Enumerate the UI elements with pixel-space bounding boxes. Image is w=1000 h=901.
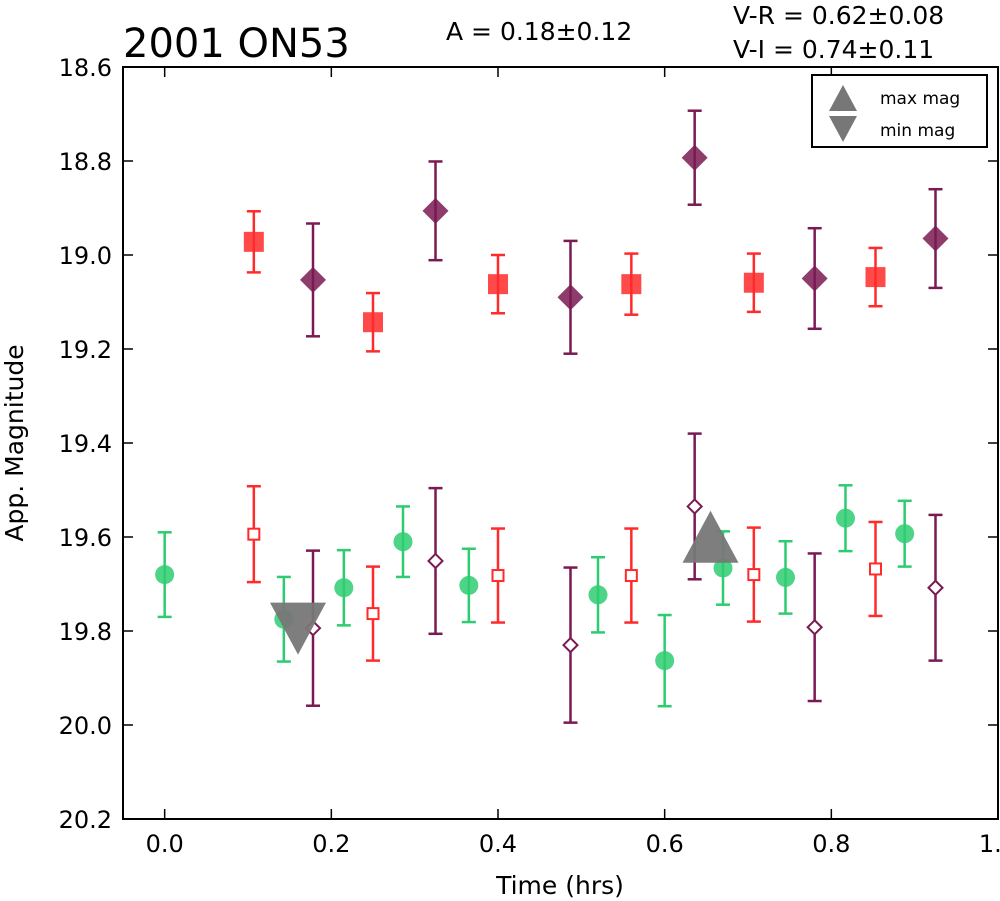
x-tick-label: 1.0 (979, 830, 1000, 858)
filled-circle-point (895, 524, 915, 544)
open-square-point (366, 607, 380, 621)
y-tick-label: 19.6 (59, 524, 112, 552)
filled-circle-point (393, 532, 413, 552)
y-tick-label: 19.2 (59, 336, 112, 364)
filled-diamond-point (801, 265, 828, 292)
filled-circle-point (334, 578, 354, 598)
open-square-point (491, 569, 505, 583)
max-mag-legend-icon (829, 85, 857, 111)
legend-label-min-mag: min mag (880, 121, 955, 141)
y-tick-label: 18.8 (59, 148, 112, 176)
amplitude-annotation: A = 0.18±0.12 (446, 17, 632, 46)
filled-circle-point (713, 558, 733, 578)
y-tick-label: 19.8 (59, 618, 112, 646)
filled-square-point (743, 272, 764, 293)
axis-ticks: 0.0 0.2 0.4 0.6 0.8 1.0 18.6 18.8 19.0 19.2 19.4 19… (59, 54, 1000, 858)
open-diamond-point (806, 618, 824, 636)
x-tick-label: 0.0 (146, 830, 184, 858)
filled-diamond-point (422, 197, 449, 224)
y-tick-label: 20.0 (59, 712, 112, 740)
open-square-point (747, 568, 761, 582)
data-marks (155, 109, 949, 724)
x-tick-label: 0.6 (646, 830, 684, 858)
v-i-annotation: V-I = 0.74±0.11 (733, 35, 934, 64)
filled-circle-point (655, 651, 675, 671)
open-square-point (624, 569, 638, 583)
filled-circle-point (459, 575, 479, 595)
y-axis-label: App. Magnitude (0, 344, 29, 541)
y-tick-label: 19.0 (59, 242, 112, 270)
min-mag-marker (270, 602, 326, 655)
plot-frame (122, 66, 999, 820)
y-tick-label: 20.2 (59, 806, 112, 834)
open-diamond-point (427, 552, 444, 570)
open-diamond-point (686, 498, 704, 515)
open-square-point (247, 527, 261, 541)
filled-diamond-point (557, 284, 584, 311)
legend: max mag min mag (811, 74, 988, 148)
v-r-annotation: V-R = 0.62±0.08 (733, 1, 944, 30)
filled-diamond-point (681, 144, 708, 171)
x-tick-label: 0.4 (479, 830, 517, 858)
filled-square-point (865, 267, 886, 288)
open-diamond-point (562, 636, 579, 654)
y-tick-label: 19.4 (59, 430, 112, 458)
filled-circle-point (155, 565, 175, 585)
max-mag-marker (682, 510, 739, 563)
filled-square-point (243, 231, 264, 252)
filled-circle-point (836, 508, 855, 528)
y-tick-label: 18.6 (59, 54, 112, 82)
x-tick-label: 0.8 (812, 830, 850, 858)
filled-circle-point (588, 585, 608, 605)
filled-square-point (488, 274, 508, 295)
filled-circle-point (776, 567, 795, 587)
min-mag-legend-icon (829, 116, 857, 142)
open-square-point (869, 562, 882, 576)
legend-label-max-mag: max mag (880, 89, 960, 109)
filled-square-point (363, 312, 383, 333)
filled-square-point (621, 274, 642, 295)
filled-diamond-point (922, 225, 949, 252)
x-axis-label: Time (hrs) (495, 871, 624, 900)
filled-diamond-point (300, 266, 326, 293)
open-diamond-point (927, 579, 944, 597)
x-tick-label: 0.2 (312, 830, 350, 858)
chart-title: 2001 ON53 (123, 21, 350, 67)
